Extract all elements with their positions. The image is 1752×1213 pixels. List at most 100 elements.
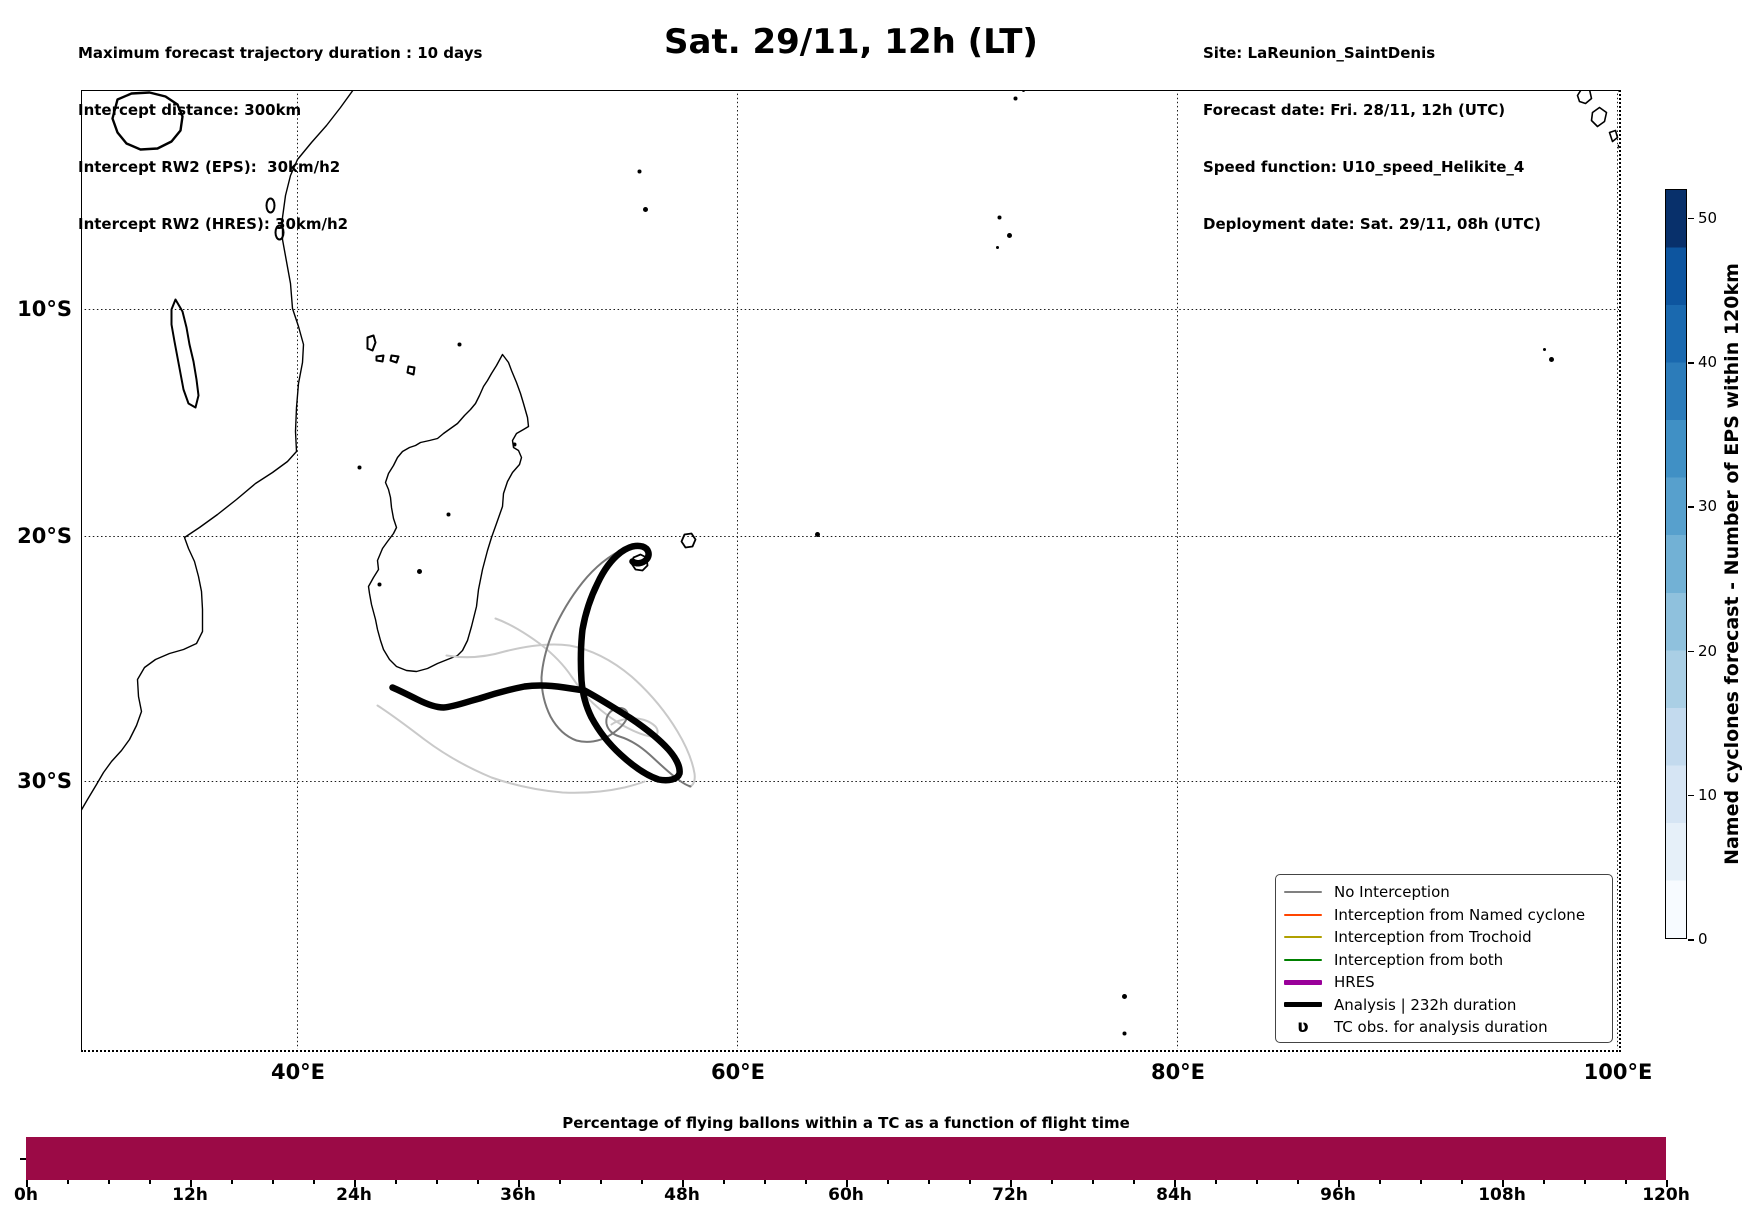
lon-tick-label: 40°E (270, 1060, 326, 1084)
bottom-chart-y-tick (20, 1158, 26, 1160)
mayotte-island (406, 365, 416, 376)
bottom-chart-title: Percentage of flying ballons within a TC… (562, 1114, 1130, 1132)
bottom-x-tick (1379, 1180, 1381, 1184)
bottom-x-tick (1461, 1180, 1463, 1184)
colorbar-tick-label: 10 (1698, 785, 1718, 804)
header-line: Speed function: U10_speed_Helikite_4 (1203, 158, 1525, 176)
bottom-x-tick (928, 1180, 930, 1184)
bottom-x-tick (1010, 1180, 1012, 1187)
legend-item: Interception from Named cyclone (1284, 904, 1604, 927)
colorbar-tick-label: 0 (1698, 930, 1708, 948)
pemba-island (265, 197, 276, 214)
colorbar-tick-label: 50 (1698, 208, 1718, 227)
bottom-x-tick (190, 1180, 192, 1187)
madagascar-coastline (367, 353, 530, 673)
bottom-x-tick (1092, 1180, 1094, 1184)
bottom-x-tick (846, 1180, 848, 1187)
bottom-x-tick (1215, 1180, 1217, 1184)
legend-item: ʋ TC obs. for analysis duration (1284, 1016, 1604, 1039)
bottom-x-tick (1051, 1180, 1053, 1184)
bottom-x-tick (395, 1180, 397, 1184)
grande-comore-island (366, 334, 377, 352)
map-svg (82, 91, 1619, 1049)
legend-item: Interception from both (1284, 949, 1604, 972)
coastlines (82, 91, 1619, 811)
bottom-x-tick (1420, 1180, 1422, 1184)
bottom-x-tick (108, 1180, 110, 1184)
trajectory-no-interception-faded (445, 643, 696, 788)
bottom-x-tick (1584, 1180, 1586, 1184)
trajectory-no-interception-faded (494, 617, 659, 738)
legend-line-sample-icon (1284, 913, 1322, 916)
bottom-x-tick (1502, 1180, 1504, 1187)
bottom-x-tick (682, 1180, 684, 1187)
colorbar-axis-label: Named cyclones forecast - Number of EPS … (1721, 263, 1743, 865)
legend-item: No Interception (1284, 881, 1604, 904)
bottom-x-tick-label: 60h (828, 1185, 864, 1205)
bottom-x-tick (1338, 1180, 1340, 1187)
header-right-metadata: Site: LaReunion_SaintDenis Forecast date… (1203, 6, 1541, 272)
bottom-x-tick (149, 1180, 151, 1184)
bottom-x-tick (641, 1180, 643, 1184)
bottom-x-tick (1297, 1180, 1299, 1184)
header-line: Maximum forecast trajectory duration : 1… (78, 44, 483, 62)
bottom-x-tick-label: 120h (1642, 1185, 1690, 1205)
trajectory-no-interception (540, 547, 692, 788)
header-line: Site: LaReunion_SaintDenis (1203, 44, 1436, 62)
bottom-x-tick-label: 96h (1320, 1185, 1356, 1205)
simeulue-island (1590, 106, 1608, 128)
map-legend: No Interception Interception from Named c… (1275, 874, 1613, 1043)
legend-line-sample-icon (1284, 958, 1322, 961)
bottom-x-tick (1666, 1180, 1668, 1187)
bottom-x-tick (559, 1180, 561, 1184)
header-line: Deployment date: Sat. 29/11, 08h (UTC) (1203, 215, 1541, 233)
bottom-x-tick (723, 1180, 725, 1184)
bottom-x-tick-label: 0h (14, 1185, 38, 1205)
tc-obs-marker-icon: ʋ (1297, 1016, 1309, 1037)
bottom-x-tick-label: 12h (172, 1185, 208, 1205)
legend-item: Interception from Trochoid (1284, 926, 1604, 949)
bottom-x-tick (272, 1180, 274, 1184)
small-island-dots (357, 91, 1554, 1036)
nias-island (1608, 129, 1619, 143)
map-plot-area (81, 90, 1621, 1052)
legend-item-label: HRES (1334, 973, 1375, 992)
colorbar-tick-label: 40 (1698, 353, 1718, 372)
colorbar-tick-label: 20 (1698, 641, 1718, 660)
colorbar-tick (1688, 794, 1694, 797)
colorbar-tick (1688, 506, 1694, 508)
bottom-x-tick (436, 1180, 438, 1184)
legend-item-label: Analysis | 232h duration (1334, 995, 1517, 1014)
header-line: Forecast date: Fri. 28/11, 12h (UTC) (1203, 101, 1506, 119)
bottom-x-tick (1625, 1180, 1627, 1184)
bottom-x-tick (1174, 1180, 1176, 1187)
trajectory-no-interception-faded (376, 704, 646, 794)
legend-item-label: Interception from both (1334, 950, 1504, 969)
mauritius-island (680, 532, 697, 549)
bottom-x-tick (518, 1180, 520, 1187)
comoros-island (375, 354, 385, 363)
bottom-x-tick (1543, 1180, 1545, 1184)
lat-tick-label: 10°S (17, 297, 72, 321)
bottom-x-tick (1133, 1180, 1135, 1184)
bottom-x-tick (26, 1180, 28, 1187)
trajectories (376, 542, 696, 794)
legend-item-label: Interception from Trochoid (1334, 928, 1532, 947)
header-line: Intercept RW2 (EPS): 30km/h2 (78, 158, 341, 176)
bottom-x-tick (764, 1180, 766, 1184)
lon-tick-label: 60°E (710, 1060, 766, 1084)
sumatra-coast-edge (1617, 144, 1619, 150)
lake-victoria-outline (111, 91, 184, 151)
bottom-x-tick-label: 48h (664, 1185, 700, 1205)
header-left-parameters: Maximum forecast trajectory duration : 1… (78, 6, 482, 272)
colorbar-tick (1688, 217, 1694, 220)
colorbar (1665, 189, 1687, 939)
lat-tick-label: 30°S (17, 769, 72, 793)
page-title: Sat. 29/11, 12h (LT) (664, 22, 1038, 62)
colorbar-tick (1688, 939, 1694, 941)
lon-tick-label: 100°E (1583, 1060, 1653, 1084)
zanzibar-island (274, 224, 285, 241)
header-line: Intercept RW2 (HRES): 30km/h2 (78, 215, 349, 233)
bottom-x-tick-label: 72h (992, 1185, 1028, 1205)
